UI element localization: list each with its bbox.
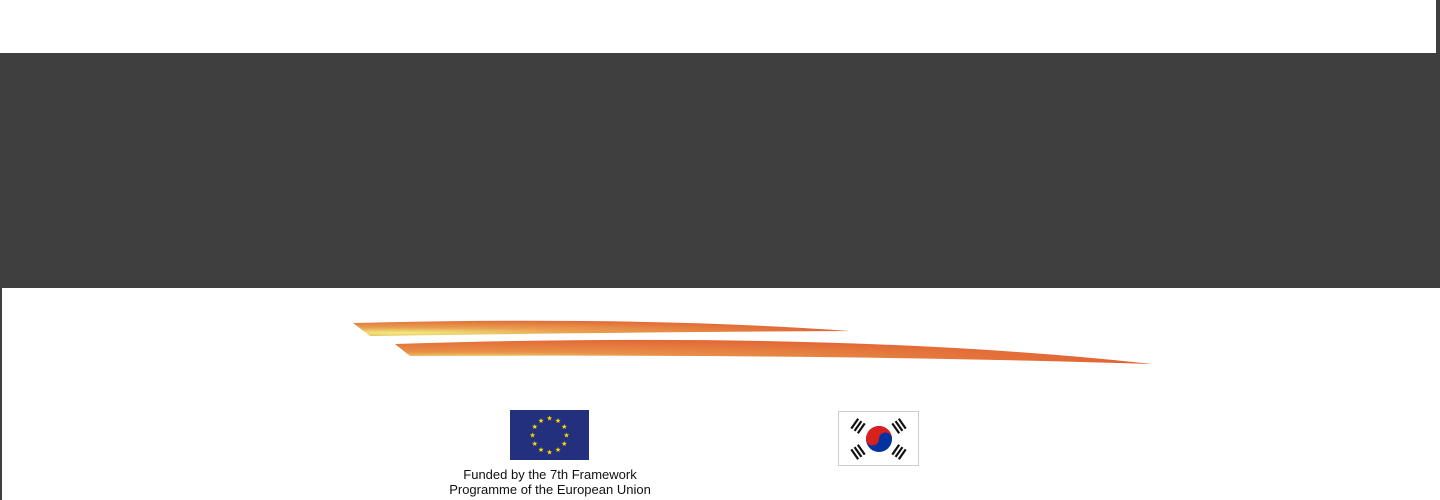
top-bar <box>0 0 1436 53</box>
korea-flag-icon <box>838 411 919 466</box>
header-band <box>0 53 1440 288</box>
star-icon: ★ <box>532 423 538 431</box>
eu-flag-icon: ★ ★ ★ ★ ★ ★ ★ ★ ★ ★ ★ ★ <box>510 410 589 460</box>
star-icon: ★ <box>546 449 552 457</box>
star-icon: ★ <box>561 423 567 431</box>
star-icon: ★ <box>555 417 561 425</box>
star-icon: ★ <box>538 417 544 425</box>
star-icon: ★ <box>538 446 544 454</box>
star-icon: ★ <box>555 446 561 454</box>
funding-text: Funded by the 7th Framework Programme of… <box>430 467 670 497</box>
left-border <box>0 288 2 500</box>
star-icon: ★ <box>561 440 567 448</box>
star-icon: ★ <box>529 432 535 440</box>
funding-line-2: Programme of the European Union <box>449 482 651 497</box>
star-icon: ★ <box>563 432 569 440</box>
funding-line-1: Funded by the 7th Framework <box>463 467 637 482</box>
swoosh-logo-icon <box>353 320 1152 364</box>
star-icon: ★ <box>532 440 538 448</box>
star-icon: ★ <box>546 415 552 423</box>
